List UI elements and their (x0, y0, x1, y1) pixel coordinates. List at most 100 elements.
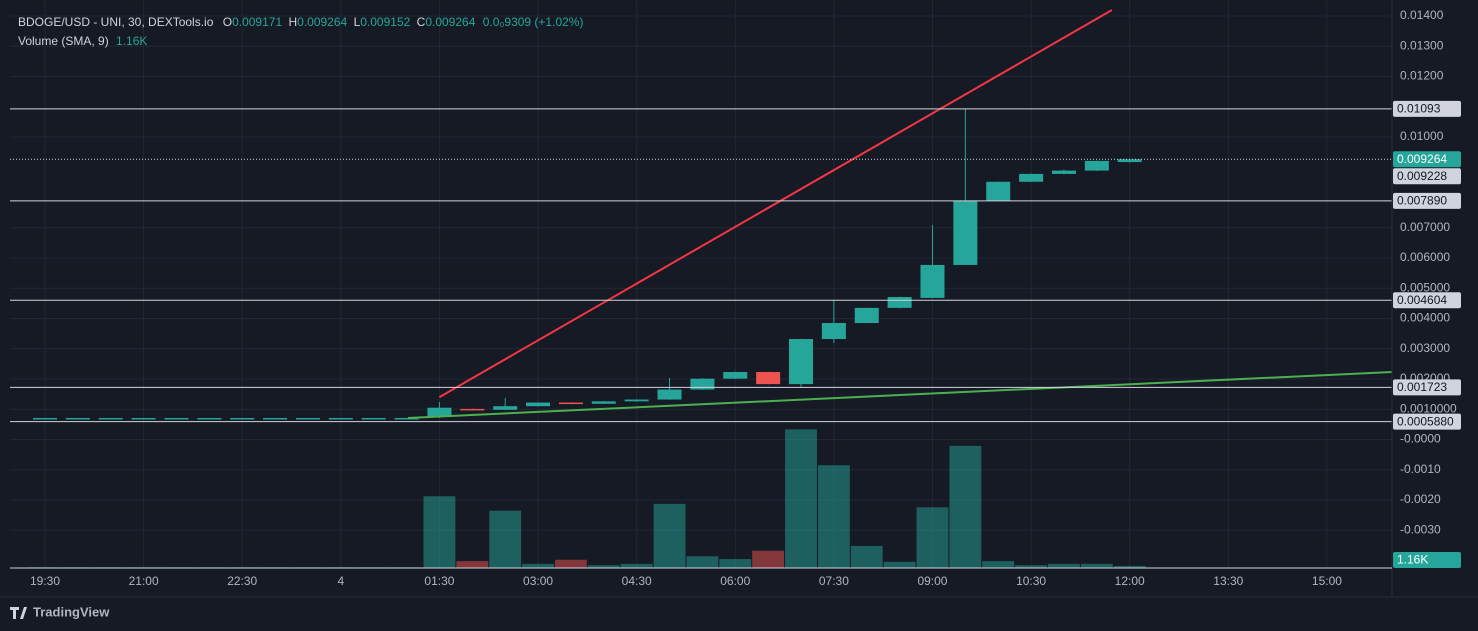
y-tick-label: 0.01400 (1400, 8, 1444, 22)
current-price-label: 0.009264 (1397, 152, 1447, 166)
volume-bar (752, 550, 785, 568)
y-tick-label: -0.0020 (1400, 492, 1441, 506)
candle-body (821, 323, 846, 340)
level-label: 0.007890 (1397, 193, 1447, 207)
y-tick-label: 0.005000 (1400, 280, 1450, 294)
candle-body (394, 417, 419, 420)
volume-bar (850, 545, 883, 568)
candle-body (98, 417, 123, 420)
y-tick-label: 0.004000 (1400, 311, 1450, 325)
x-tick-label: 03:00 (523, 574, 553, 588)
level-box (1393, 292, 1461, 309)
volume-bar (1048, 563, 1080, 568)
candle-body (493, 406, 518, 410)
candle-body (460, 408, 485, 411)
level-label: 0.001723 (1397, 380, 1447, 394)
ohlc-value: 0.009264 (425, 15, 475, 29)
volume-bar (817, 465, 850, 568)
y-tick-label: 0.01300 (1400, 38, 1444, 52)
y-tick-label: 0.01000 (1400, 129, 1444, 143)
candle-body (295, 417, 320, 420)
volume-bar (423, 496, 456, 568)
y-tick-label: -0.0000 (1400, 432, 1441, 446)
candle-body (591, 401, 616, 404)
extra-price-label: 0.009228 (1397, 169, 1447, 183)
ohlc-key: C (417, 15, 426, 29)
volume-bar (1113, 565, 1146, 568)
candle-body (131, 417, 156, 420)
candle-body (230, 417, 255, 420)
ohlc-key: L (354, 15, 361, 29)
volume-bar (456, 561, 489, 568)
y-tick-label: -0.0030 (1400, 522, 1441, 536)
candle-body (920, 264, 945, 298)
volume-bar (916, 507, 949, 568)
volume-bar (883, 561, 916, 568)
y-tick-label: 0.0010000 (1400, 401, 1457, 415)
volume-name: Volume (SMA, 9) (18, 34, 109, 48)
brand: TradingView (10, 604, 110, 619)
ohlc-value: 0.009152 (360, 15, 410, 29)
x-tick-label: 21:00 (129, 574, 159, 588)
volume-legend: Volume (SMA, 9) 1.16K (18, 34, 147, 48)
candle-body (427, 407, 452, 417)
candle-body (657, 389, 682, 400)
candle-body (263, 417, 288, 420)
volume-bar (785, 429, 817, 568)
x-tick-label: 4 (337, 574, 344, 588)
x-tick-label: 04:30 (622, 574, 652, 588)
x-tick-label: 09:00 (917, 574, 947, 588)
x-tick-label: 06:00 (720, 574, 750, 588)
volume-bar (982, 561, 1015, 568)
candle-body (723, 372, 748, 379)
axes: 0.01400 0.01300 0.01200 0.01000 0.007000 0.00… (30, 8, 1461, 588)
volume-bar (1080, 563, 1113, 568)
volume-bar (1015, 565, 1048, 568)
candle-body (986, 181, 1011, 201)
ohlc-key: H (288, 15, 297, 29)
level-label: 0.0005880 (1397, 414, 1454, 428)
x-tick-label: 13:30 (1213, 574, 1243, 588)
y-tick-label: 0.01200 (1400, 69, 1444, 83)
level-box (1393, 413, 1461, 430)
candle-body (1051, 170, 1076, 174)
x-tick-label: 15:00 (1312, 574, 1342, 588)
marks (10, 9, 1393, 568)
x-tick-label: 07:30 (819, 574, 849, 588)
candle-body (887, 297, 912, 308)
level-box (1393, 100, 1461, 117)
level-box (1393, 379, 1461, 396)
x-tick-label: 12:00 (1115, 574, 1145, 588)
candle-body (33, 417, 58, 420)
x-tick-label: 22:30 (227, 574, 257, 588)
candle-body (65, 417, 90, 420)
trendline (438, 9, 1113, 398)
y-tick-label: 0.006000 (1400, 250, 1450, 264)
candle-body (953, 200, 978, 265)
volume-bar (522, 563, 554, 568)
change: 0.0₀9309 (+1.02%) (483, 15, 584, 29)
candle-body (361, 417, 386, 420)
volume-bar (686, 556, 719, 568)
current-price-box (1393, 151, 1461, 168)
trendline (407, 371, 1393, 419)
volume-bar (620, 563, 653, 568)
volume-sma-label: 1.16K (1397, 553, 1428, 567)
symbol: BDOGE/USD - UNI, 30, DEXTools.io (18, 15, 214, 29)
x-tick-label: 01:30 (424, 574, 454, 588)
candle-body (1117, 159, 1142, 163)
y-tick-label: 0.003000 (1400, 341, 1450, 355)
x-tick-label: 10:30 (1016, 574, 1046, 588)
ohlc-key: O (223, 15, 232, 29)
level-label: 0.01093 (1397, 102, 1441, 116)
y-tick-label: 0.007000 (1400, 220, 1450, 234)
ohlc-value: 0.009264 (297, 15, 347, 29)
candle-body (328, 417, 353, 420)
volume-bar (949, 445, 982, 568)
candle-body (789, 339, 814, 385)
brand-logo (10, 607, 27, 619)
level-label: 0.004604 (1397, 293, 1447, 307)
